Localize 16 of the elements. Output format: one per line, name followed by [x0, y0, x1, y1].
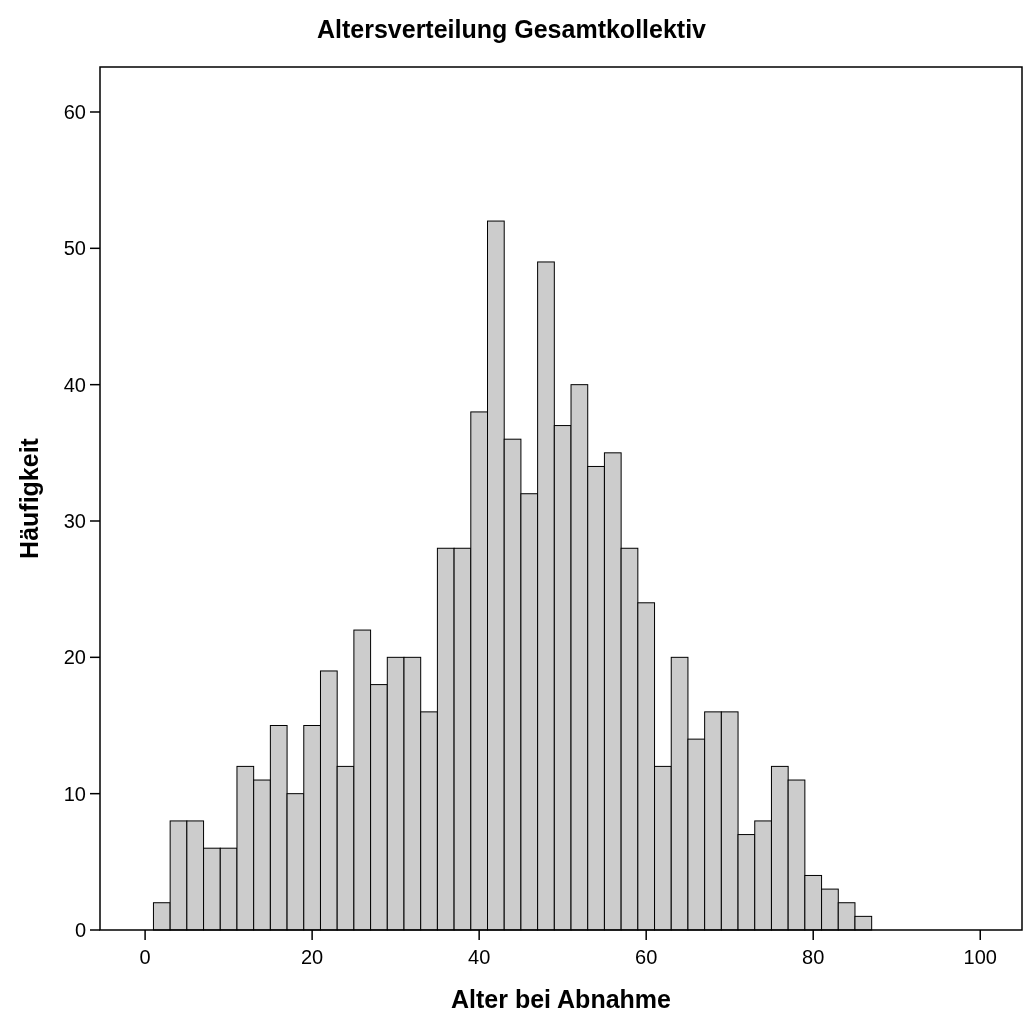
y-tick-label: 40	[63, 373, 86, 396]
x-tick-label: 0	[139, 946, 151, 968]
y-axis-title: Häufigkeit	[15, 437, 43, 559]
y-tick-label: 10	[63, 782, 86, 805]
x-tick-label: 80	[802, 946, 825, 968]
y-tick-label: 50	[63, 237, 86, 260]
x-tick-label: 60	[635, 946, 658, 968]
chart-title: Altersverteilung Gesamtkollektiv	[316, 15, 707, 43]
x-tick-label: 20	[301, 946, 324, 968]
y-tick-label: 20	[63, 646, 86, 669]
y-tick-label: 0	[74, 919, 86, 941]
x-axis-title: Alter bei Abnahme	[451, 985, 672, 1013]
x-tick-label: 100	[963, 946, 997, 968]
x-tick-label: 40	[468, 946, 491, 968]
y-tick-label: 30	[63, 510, 86, 532]
y-tick-label: 60	[63, 100, 86, 123]
